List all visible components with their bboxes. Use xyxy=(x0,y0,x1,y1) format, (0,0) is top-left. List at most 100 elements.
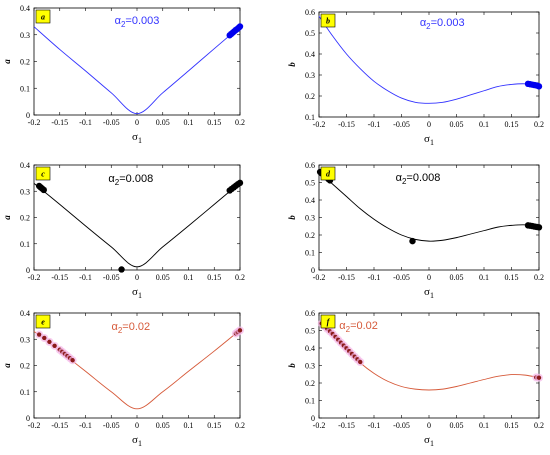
x-tick-label: 0.15 xyxy=(207,273,221,282)
y-tick-label: 0.1 xyxy=(305,397,315,406)
x-tick-label: 0.15 xyxy=(207,118,221,127)
x-tick-label: 0.2 xyxy=(534,421,544,430)
data-point xyxy=(70,358,75,363)
x-tick-label: -0.15 xyxy=(51,421,68,430)
panel-tag-box xyxy=(35,9,51,24)
y-tick-label: 0.3 xyxy=(305,214,315,223)
alpha-annotation: α2=0.02 xyxy=(339,320,378,334)
y-axis-label: b xyxy=(287,215,297,220)
x-tick-label: 0.15 xyxy=(505,273,519,282)
x-tick-label: 0 xyxy=(135,118,139,127)
x-tick-label: 0.1 xyxy=(184,421,194,430)
y-tick-label: 0.3 xyxy=(20,31,30,40)
y-tick-label: 0.3 xyxy=(20,187,30,196)
x-tick-label: -0.05 xyxy=(103,273,120,282)
data-point xyxy=(236,23,244,30)
data-point xyxy=(535,224,543,231)
data-point xyxy=(40,186,47,194)
panel-tag: d xyxy=(326,170,331,179)
y-tick-label: 0.1 xyxy=(20,240,30,249)
y-tick-label: 0.4 xyxy=(305,344,315,353)
x-tick-label: 0.05 xyxy=(450,273,464,282)
y-tick-label: 0.6 xyxy=(305,309,315,318)
x-tick-label: 0.1 xyxy=(479,120,489,129)
y-tick-label: 0.6 xyxy=(305,161,315,170)
x-tick-label: 0.2 xyxy=(534,120,544,129)
y-tick-label: 0.1 xyxy=(20,388,30,397)
chart-panel-a: -0.2 -0.15 -0.1 -0.05 0 0.05 0.1 0.15 0.2 0 0.1 0.2… xyxy=(2,4,245,145)
chart-panel-b: -0.2 -0.15 -0.1 -0.05 0 0.05 0.1 0.15 0.2 0.1 0.2 0… xyxy=(287,8,544,147)
x-tick-label: -0.15 xyxy=(338,273,355,282)
series-line xyxy=(318,15,540,104)
x-axis-label: σ1 xyxy=(424,434,434,448)
series-line xyxy=(33,26,241,115)
data-point xyxy=(47,339,52,345)
y-tick-label: 0.4 xyxy=(20,4,30,13)
x-tick-label: -0.05 xyxy=(393,421,410,430)
x-tick-label: 0.15 xyxy=(505,120,519,129)
x-tick-label: 0.1 xyxy=(479,273,489,282)
y-tick-label: 0.2 xyxy=(305,92,315,101)
y-tick-label: 0.4 xyxy=(20,161,30,170)
x-axis-label: σ1 xyxy=(424,133,434,147)
x-axis-label: σ1 xyxy=(424,286,434,300)
panel-tag: f xyxy=(327,318,331,327)
panel-tag-box xyxy=(35,314,51,329)
x-tick-label: 0.1 xyxy=(184,273,194,282)
x-tick-label: 0.2 xyxy=(235,421,245,430)
y-tick-label: 0.5 xyxy=(305,179,315,188)
x-tick-label: 0 xyxy=(135,273,139,282)
panel-tag-box xyxy=(35,166,51,181)
data-point xyxy=(118,266,125,273)
y-axis-label: b xyxy=(287,363,297,368)
y-tick-label: 0.5 xyxy=(305,327,315,336)
y-axis-label: a xyxy=(2,215,12,220)
x-tick-label: -0.15 xyxy=(338,120,355,129)
y-tick-label: 0.1 xyxy=(305,113,315,122)
y-tick-label: 0 xyxy=(26,414,30,423)
x-tick-label: -0.1 xyxy=(368,120,381,129)
x-tick-label: 0.2 xyxy=(235,118,245,127)
chart-panel-f: -0.2 -0.15 -0.1 -0.05 0 0.05 0.1 0.15 0.2 0 0.1 0.2… xyxy=(287,309,544,448)
x-tick-label: 0.05 xyxy=(156,273,170,282)
data-point xyxy=(536,375,542,380)
x-tick-label: -0.05 xyxy=(393,273,410,282)
data-point xyxy=(42,335,47,341)
plot-frame xyxy=(33,312,241,419)
panel-tag: a xyxy=(41,13,45,22)
x-tick-label: 0.05 xyxy=(450,421,464,430)
y-tick-label: 0 xyxy=(26,266,30,275)
x-tick-label: 0 xyxy=(427,120,431,129)
y-tick-label: 0.3 xyxy=(305,362,315,371)
x-tick-label: -0.2 xyxy=(28,118,41,127)
x-tick-label: -0.1 xyxy=(368,421,381,430)
y-tick-label: 0.3 xyxy=(305,71,315,80)
y-tick-label: 0.4 xyxy=(305,196,315,205)
y-tick-label: 0.2 xyxy=(20,362,30,371)
y-tick-label: 0.1 xyxy=(305,249,315,258)
x-tick-label: -0.1 xyxy=(79,273,92,282)
data-point xyxy=(36,332,42,337)
y-tick-label: 0.2 xyxy=(305,231,315,240)
x-tick-label: -0.05 xyxy=(103,118,120,127)
x-tick-label: -0.1 xyxy=(368,273,381,282)
data-point xyxy=(236,179,244,187)
x-tick-label: 0.05 xyxy=(156,118,170,127)
x-tick-label: -0.05 xyxy=(103,421,120,430)
x-tick-label: 0.05 xyxy=(450,120,464,129)
x-tick-label: 0.1 xyxy=(479,421,489,430)
x-tick-label: 0 xyxy=(427,273,431,282)
data-point xyxy=(237,328,243,333)
panel-tag: b xyxy=(326,17,330,26)
chart-panel-d: -0.2 -0.15 -0.1 -0.05 0 0.05 0.1 0.15 0.2 0 0.1 0.2… xyxy=(287,161,544,300)
plot-frame xyxy=(318,164,540,271)
x-axis-label: σ1 xyxy=(132,286,142,300)
y-tick-label: 0.6 xyxy=(305,8,315,17)
y-axis-label: a xyxy=(2,59,12,64)
y-tick-label: 0.3 xyxy=(20,335,30,344)
x-tick-label: 0.15 xyxy=(505,421,519,430)
y-tick-label: 0.2 xyxy=(305,379,315,388)
x-tick-label: -0.2 xyxy=(313,120,326,129)
y-tick-label: 0.2 xyxy=(20,58,30,67)
panel-tag-box xyxy=(320,314,336,329)
